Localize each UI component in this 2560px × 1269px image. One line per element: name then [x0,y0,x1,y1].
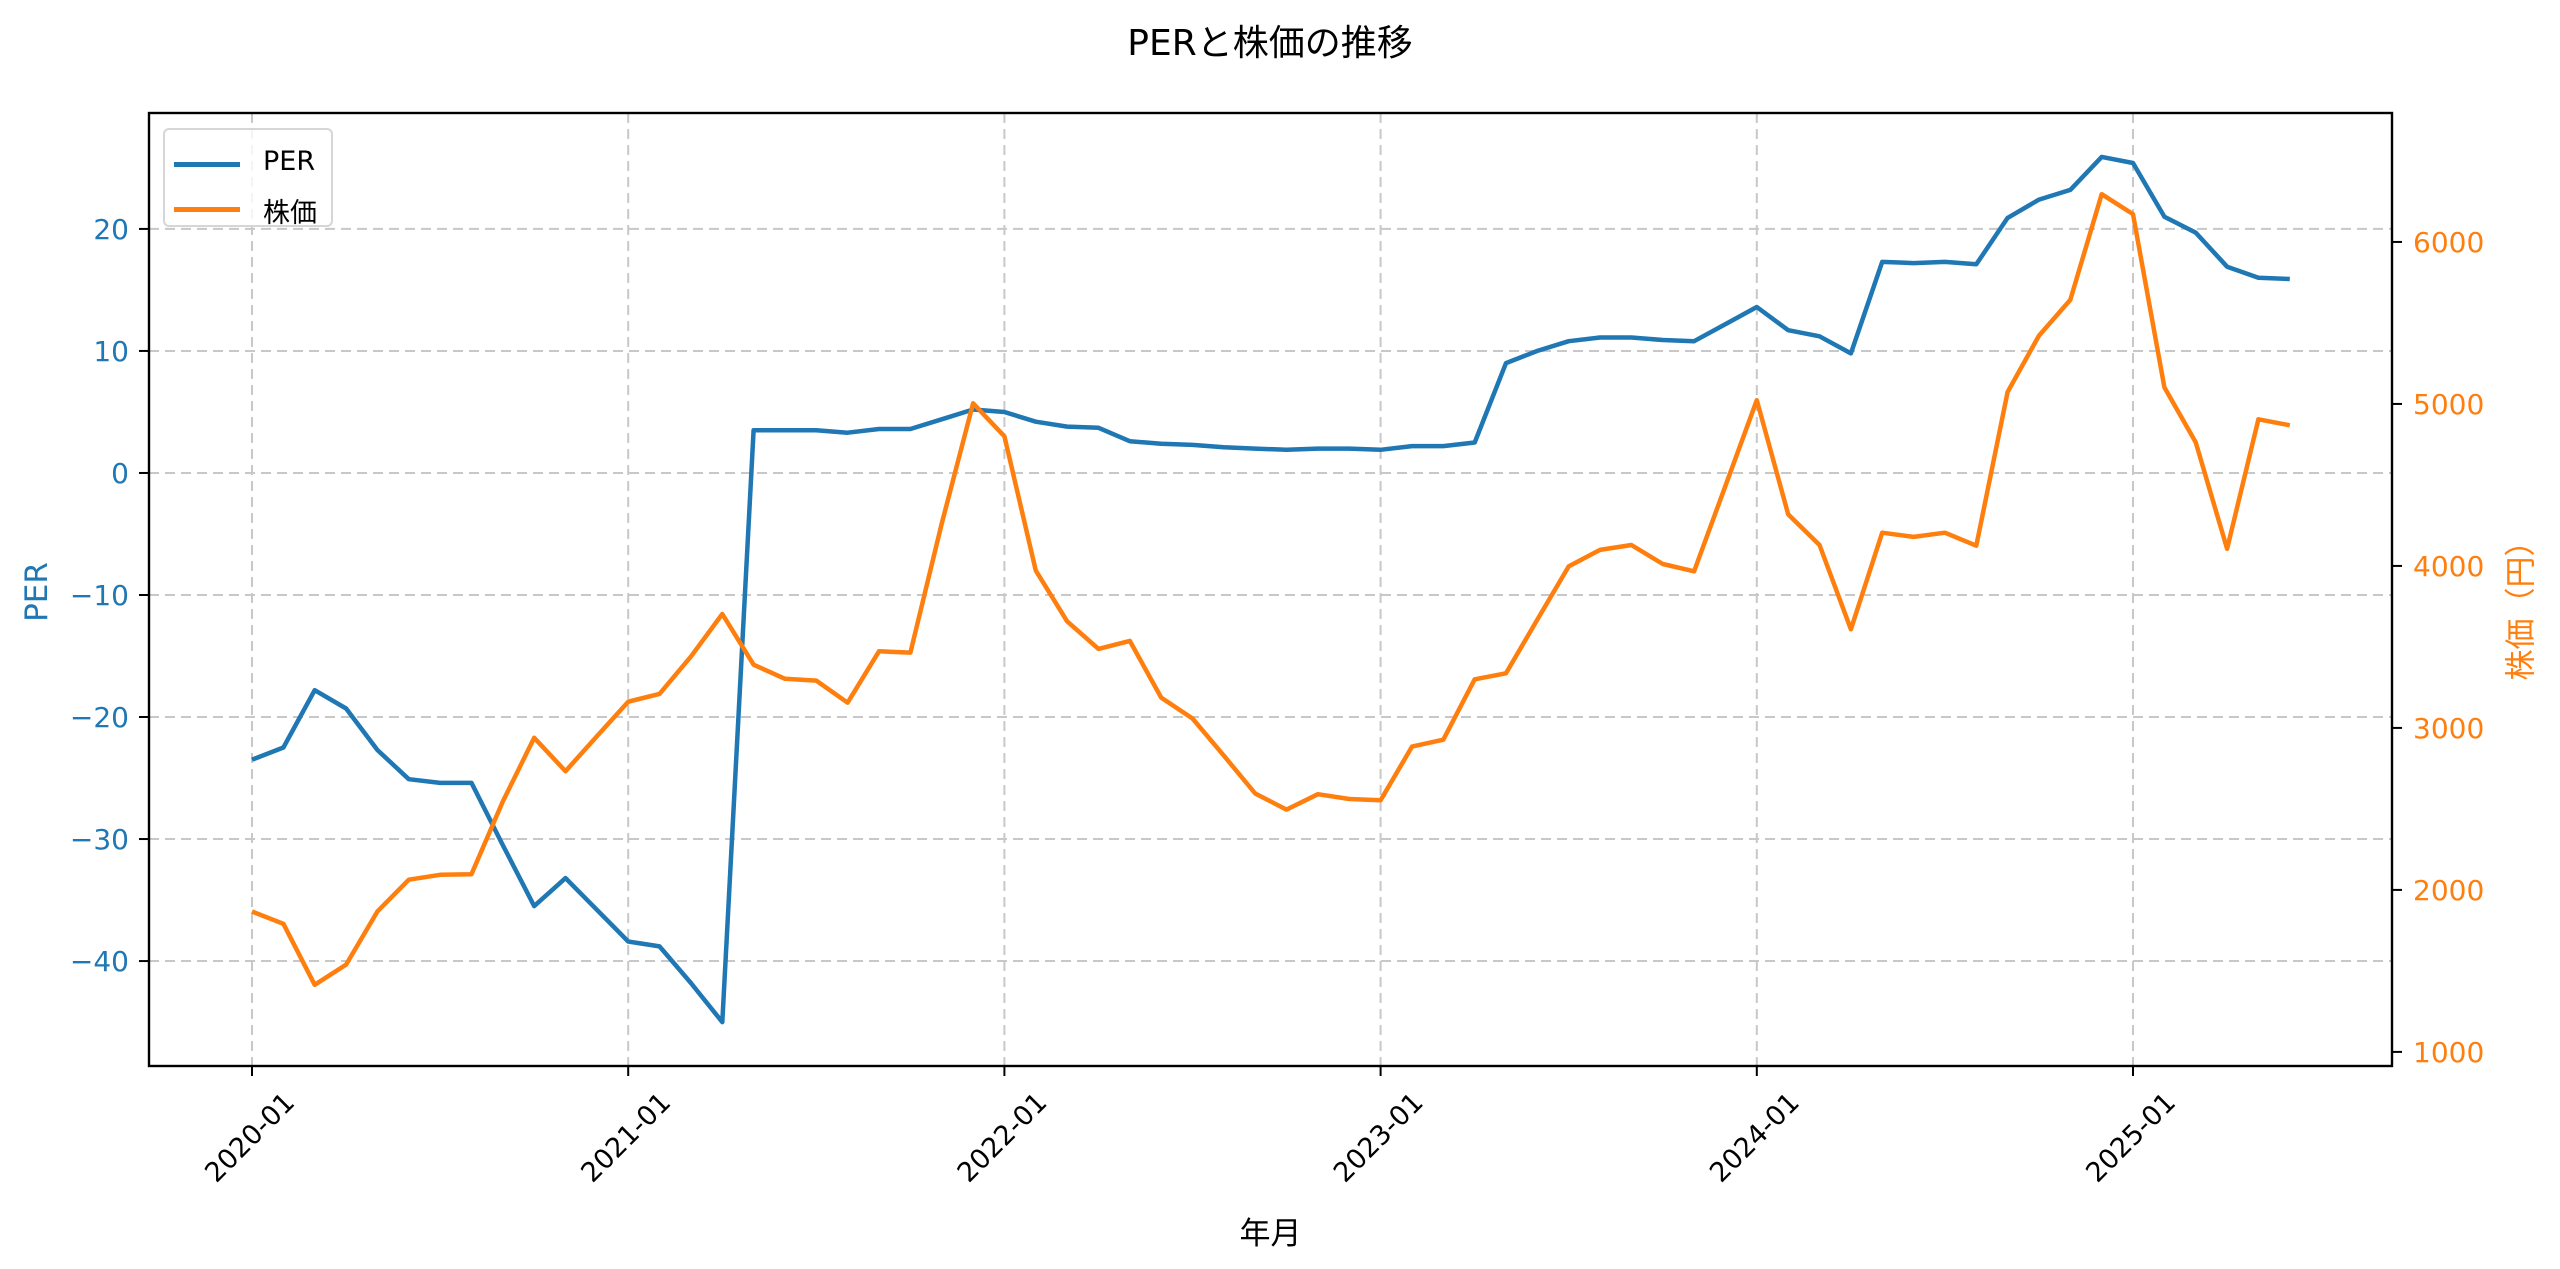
left-y-tick-label: 10 [93,335,129,368]
x-tick-label: 2023-01 [1328,1087,1430,1189]
x-tick-label: 2020-01 [199,1087,301,1189]
data-series [251,154,2291,1025]
legend: PER 株価 [163,128,333,229]
left-y-tick-label: 20 [93,213,129,246]
left-y-tick-label: −20 [70,701,129,734]
right-y-tick-label: 3000 [2413,712,2484,745]
left-y-axis-label: PER [19,562,55,622]
legend-label-per: PER [263,146,316,177]
legend-item-price: 株価 [165,189,331,229]
legend-item-per: PER [165,144,331,184]
right-y-tick-label: 6000 [2413,226,2484,259]
right-y-tick-label: 5000 [2413,388,2484,421]
left-y-tick-label: −40 [70,945,129,978]
left-y-tick-label: 0 [111,457,129,490]
chart-title: PERと株価の推移 [1127,23,1413,64]
legend-swatch-price [174,207,240,212]
legend-label-price: 株価 [263,198,317,229]
right-y-tick-label: 1000 [2413,1036,2484,1069]
price-line [251,191,2291,988]
per-line [251,154,2290,1025]
left-y-axis-ticks: −40 −30 −20 −10 0 10 20 [70,213,149,978]
right-y-axis-ticks: 1000 2000 3000 4000 5000 6000 [2392,226,2484,1069]
x-axis-ticks: 2020-01 2021-01 2022-01 2023-01 2024-01 2025-… [199,1066,2182,1189]
right-y-tick-label: 2000 [2413,874,2484,907]
grid-lines [149,113,2392,1066]
plot-area-frame [147,111,2394,1068]
x-tick-label: 2025-01 [2080,1087,2182,1189]
right-y-tick-label: 4000 [2413,550,2484,583]
x-axis-label: 年月 [1239,1216,1302,1252]
left-y-tick-label: −10 [70,579,129,612]
x-tick-label: 2024-01 [1704,1087,1806,1189]
x-tick-label: 2021-01 [575,1087,677,1189]
right-y-axis-label: 株価（円） [2503,525,2540,681]
x-tick-label: 2022-01 [952,1087,1054,1189]
left-y-tick-label: −30 [70,823,129,856]
legend-swatch-per [174,162,240,167]
